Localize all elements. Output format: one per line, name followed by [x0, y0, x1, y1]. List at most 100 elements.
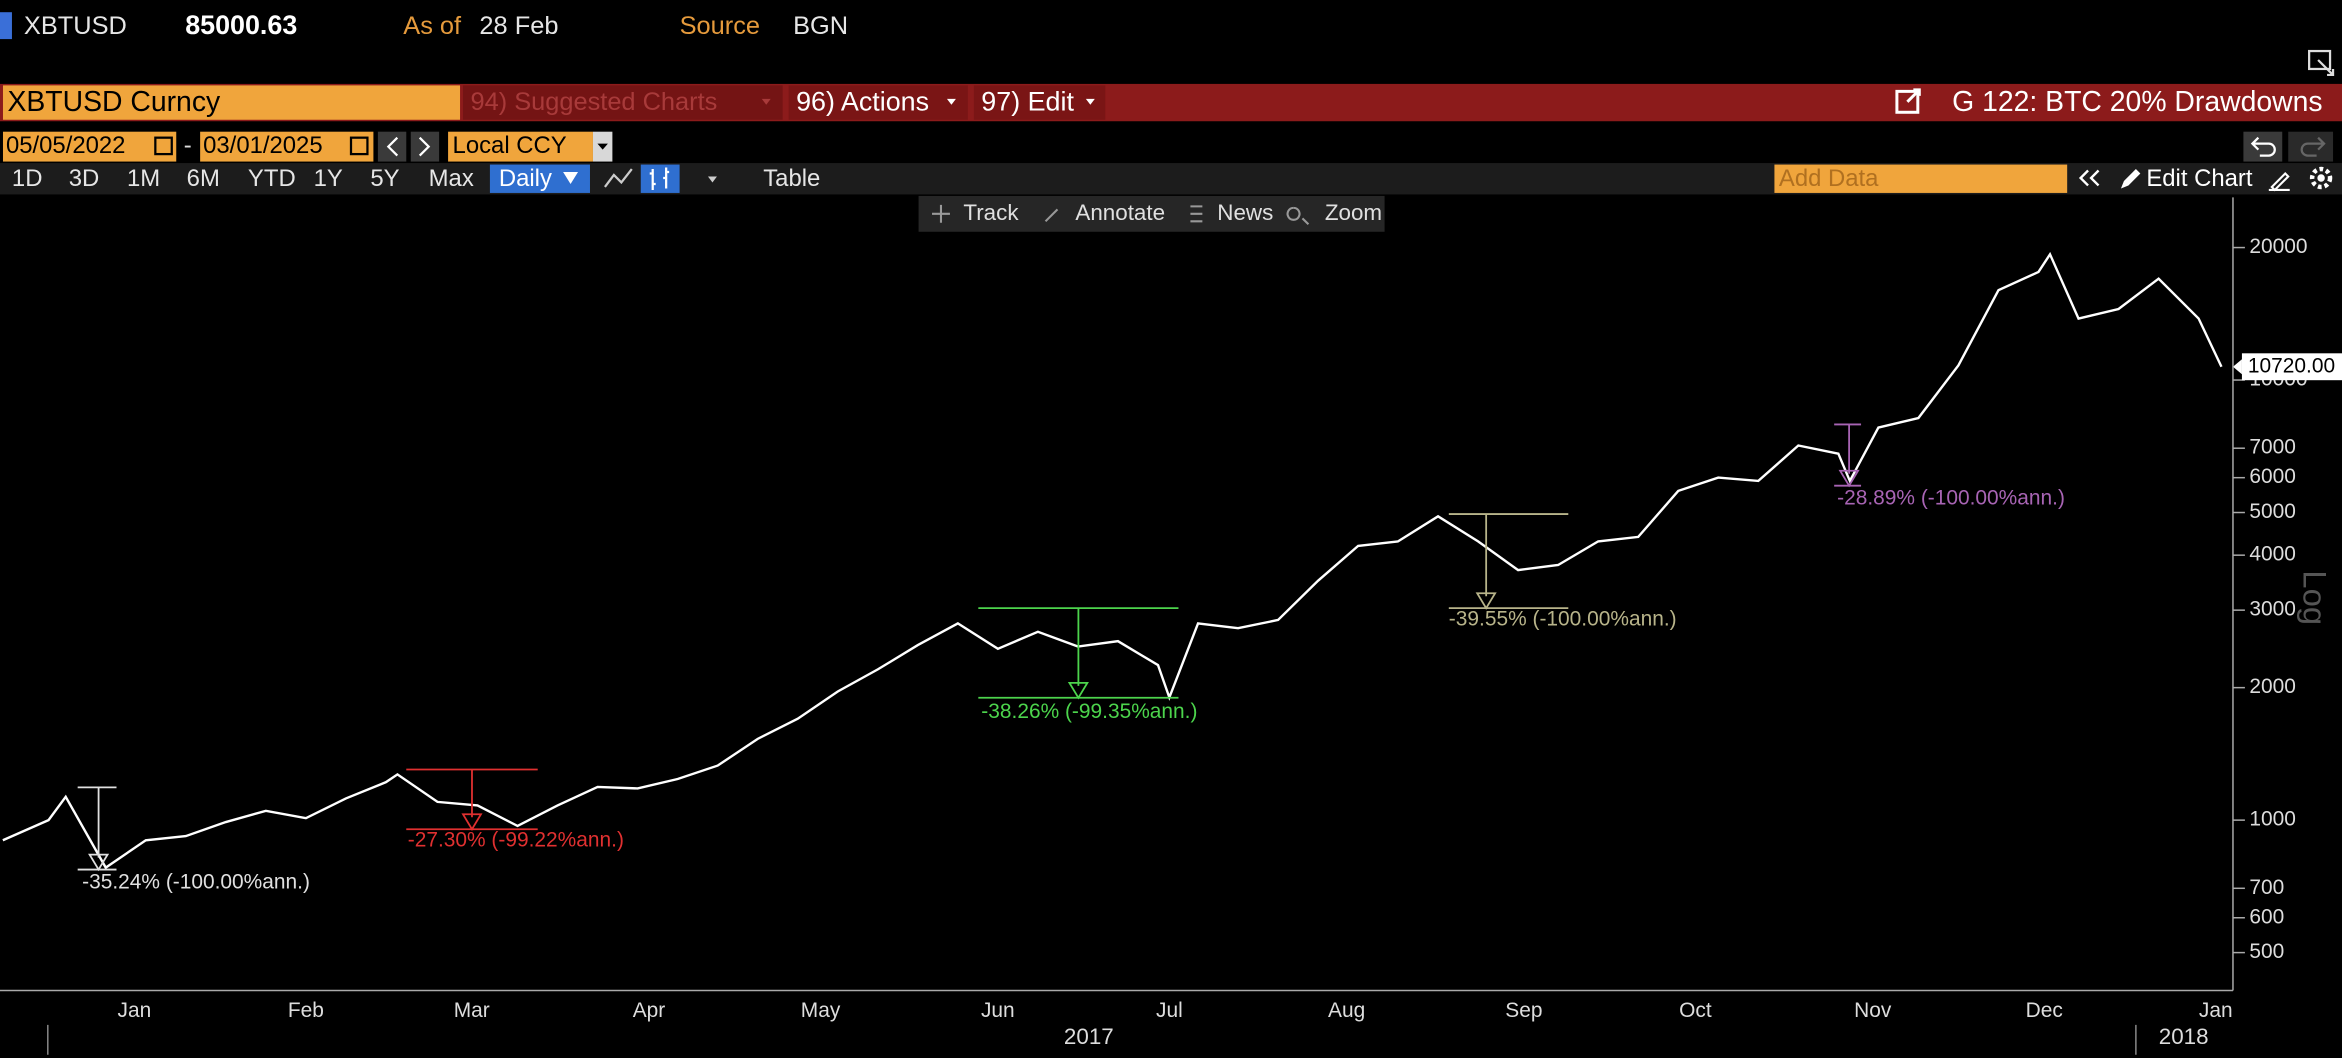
as-of-label: As of: [403, 12, 462, 40]
y-tick-label: 2000: [2249, 675, 2296, 698]
period-button[interactable]: 1Y: [314, 165, 343, 192]
settings-icon[interactable]: [2309, 166, 2333, 190]
currency: Local CCY: [453, 132, 567, 159]
x-tick-label: May: [801, 999, 841, 1022]
as-of: 28 Feb: [479, 12, 558, 40]
suggested-charts: 94) Suggested Charts: [470, 88, 717, 116]
collapse-icon[interactable]: [2078, 169, 2100, 187]
drawdown-label: -28.89% (-100.00%ann.): [1837, 487, 2065, 510]
calendar-icon[interactable]: [349, 136, 369, 156]
y-tick-label: 1000: [2249, 808, 2296, 831]
tool-button[interactable]: News: [1217, 200, 1273, 225]
y-tick-label: 6000: [2249, 465, 2296, 488]
currency-field[interactable]: [448, 131, 593, 162]
undo-button[interactable]: [2243, 131, 2283, 162]
add-data: Add Data: [1779, 165, 1879, 192]
dropdown-arrow: [563, 172, 579, 184]
drawdown-marker: [77, 786, 117, 871]
drawdown-arrow: [461, 813, 483, 831]
tool-button[interactable]: Zoom: [1325, 200, 1382, 225]
log-axis-label: Log: [2296, 570, 2333, 625]
y-tick-label: 700: [2249, 876, 2284, 899]
tool-icon: [932, 204, 950, 223]
x-tick-label: Apr: [633, 999, 666, 1022]
next-button[interactable]: [410, 131, 440, 162]
drawdown-label: -35.24% (-100.00%ann.): [82, 871, 310, 894]
period-button[interactable]: 3D: [69, 165, 100, 192]
x-tick-label: Jan: [2199, 999, 2233, 1022]
bar-chart-icon: [649, 167, 670, 190]
y-tick-label: 3000: [2249, 598, 2296, 621]
source: BGN: [793, 12, 848, 40]
chart-toolbar: [918, 195, 1385, 232]
dropdown-arrow[interactable]: [707, 176, 717, 183]
line-chart-icon[interactable]: [604, 168, 633, 188]
edit-button[interactable]: [973, 85, 1106, 120]
actions: 96) Actions: [796, 86, 929, 116]
pencil-icon: [2120, 169, 2141, 189]
drawdown-arrow: [88, 853, 110, 872]
drawdown-marker: [1834, 423, 1862, 487]
undo-icon: [2250, 136, 2276, 157]
drawdown-arrow: [1838, 469, 1860, 488]
period-button[interactable]: YTD: [248, 165, 296, 192]
year-label: 2017: [1064, 1024, 1114, 1049]
drawdown-marker: [1448, 513, 1569, 610]
period-button[interactable]: 1M: [127, 165, 160, 192]
suggested-button[interactable]: [463, 85, 783, 120]
tool-icon: [1044, 208, 1059, 223]
redo-icon: [2300, 136, 2326, 157]
chart-title: G 122: BTC 20% Drawdowns: [1952, 86, 2322, 118]
edit-chart-button[interactable]: Edit Chart: [2146, 165, 2253, 192]
period-button[interactable]: 6M: [187, 165, 220, 192]
end-date-field[interactable]: [200, 131, 374, 162]
end-date: 03/01/2025: [203, 132, 322, 159]
y-tick-label: 4000: [2249, 543, 2296, 566]
next-arrow: [418, 136, 431, 157]
source-label: Source: [680, 12, 760, 40]
x-tick-label: Jan: [118, 999, 152, 1022]
edit-icon[interactable]: [2268, 172, 2290, 192]
drawdown-arrow: [1067, 681, 1089, 700]
calendar-icon[interactable]: [154, 136, 173, 156]
add-data-field[interactable]: [1774, 164, 2068, 193]
x-tick-label: Feb: [288, 999, 324, 1022]
table-button[interactable]: Table: [763, 165, 820, 192]
tool-button[interactable]: Annotate: [1075, 200, 1165, 225]
x-tick-label: Oct: [1679, 999, 1712, 1022]
dropdown-arrow: [1085, 98, 1095, 105]
y-tick-label: 500: [2249, 940, 2284, 963]
actions-button[interactable]: [788, 85, 968, 120]
redo-button[interactable]: [2288, 131, 2334, 162]
prev-button[interactable]: [377, 131, 407, 162]
y-tick-label: 5000: [2249, 500, 2296, 523]
last-value-box: [2241, 353, 2342, 381]
x-tick-label: Dec: [2026, 999, 2063, 1022]
tool-icon: [1190, 205, 1203, 223]
period-button[interactable]: Max: [429, 165, 474, 192]
edit: 97) Edit: [981, 86, 1074, 116]
security-field[interactable]: [2, 85, 461, 120]
tool-button[interactable]: Track: [963, 200, 1019, 225]
drawdown-label: -39.55% (-100.00%ann.): [1449, 608, 1677, 631]
tool-icon: [1286, 206, 1310, 226]
period-button[interactable]: 1D: [12, 165, 43, 192]
launch-icon[interactable]: [1895, 88, 1921, 114]
start-date-field[interactable]: [2, 131, 177, 162]
y-tick-label: 600: [2249, 905, 2284, 928]
dropdown-arrow: [761, 98, 771, 105]
range-separator: -: [184, 132, 192, 159]
dropdown-arrow: [946, 98, 956, 105]
x-tick-label: Nov: [1854, 999, 1892, 1022]
drawdown-label: -38.26% (-99.35%ann.): [981, 700, 1197, 723]
price-line: [2, 251, 2223, 870]
bar-chart-button[interactable]: [640, 164, 680, 193]
prev-arrow: [386, 136, 399, 157]
window-icon[interactable]: [2308, 49, 2335, 77]
x-tick-label: Mar: [454, 999, 490, 1022]
x-tick-label: Aug: [1328, 999, 1365, 1022]
period-button[interactable]: 5Y: [370, 165, 399, 192]
drawdown-label: -27.30% (-99.22%ann.): [408, 829, 624, 852]
